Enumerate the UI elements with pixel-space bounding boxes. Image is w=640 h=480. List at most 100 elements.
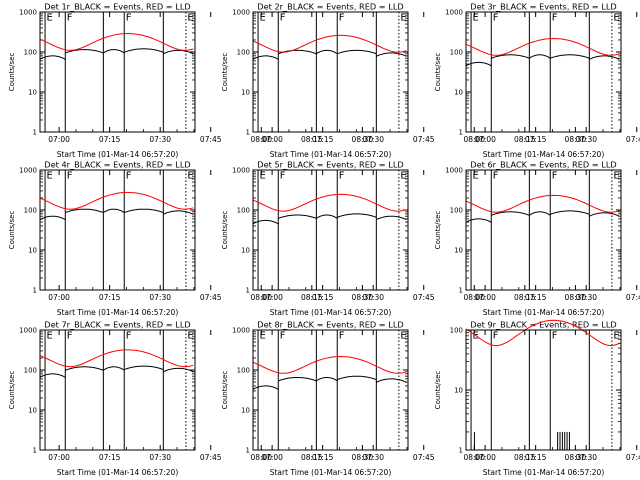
x-tick-label: 08:15 <box>301 135 323 144</box>
events-series-line <box>103 49 125 54</box>
x-tick-label: 08:15 <box>301 293 323 302</box>
x-tick-label: 07:00 <box>474 293 496 302</box>
x-tick-label: 07:15 <box>99 135 121 144</box>
marker-label: E <box>187 13 193 24</box>
x-axis-label: Start Time (01-Mar-14 06:57:20) <box>483 308 605 317</box>
marker-label: E <box>400 13 406 24</box>
y-tick-label: 100 <box>237 207 250 215</box>
events-series-line <box>39 215 66 221</box>
y-tick-label: 100 <box>24 49 37 57</box>
x-tick-label: 08:00 <box>250 453 272 462</box>
x-tick-label: 08:15 <box>514 293 536 302</box>
x-axis-label: Start Time (01-Mar-14 06:57:20) <box>483 150 605 159</box>
y-tick-label: 100 <box>24 207 37 215</box>
plot-frame <box>465 169 622 291</box>
plot-frame <box>39 11 196 133</box>
panel-title: Det 4r_BLACK = Events, RED = LLD <box>44 160 190 170</box>
events-series-line <box>124 208 164 214</box>
lld-series-line <box>465 37 620 56</box>
x-tick-label: 08:30 <box>565 135 587 144</box>
y-tick-label: 1 <box>459 287 463 295</box>
events-series-line <box>124 48 164 53</box>
marker-label: F <box>493 13 499 24</box>
plot-frame <box>252 329 409 451</box>
plot-frame <box>465 329 622 451</box>
events-series-line <box>65 49 104 54</box>
events-series-line <box>65 366 104 371</box>
y-tick-label: 1000 <box>19 327 37 335</box>
panel-det-7: Det 7r_BLACK = Events, RED = LLD Counts/s… <box>8 320 373 478</box>
events-series-line <box>316 49 338 55</box>
x-tick-label: 07:00 <box>48 135 70 144</box>
y-tick-label: 1 <box>33 447 37 455</box>
y-axis-label: Counts/sec <box>434 211 442 250</box>
events-series-line <box>337 213 377 218</box>
x-tick-label: 08:30 <box>352 293 374 302</box>
panel-grid: Det 1r_BLACK = Events, RED = LLD Counts/s… <box>8 2 640 478</box>
events-series-line <box>376 52 407 57</box>
x-tick-label: 08:30 <box>565 453 587 462</box>
marker-label: F <box>552 13 558 24</box>
events-series-line <box>550 54 590 59</box>
x-tick-label: 07:45 <box>413 453 435 462</box>
y-tick-label: 1 <box>246 287 250 295</box>
y-axis-label: Counts/sec <box>221 53 229 92</box>
y-tick-label: 100 <box>450 49 463 57</box>
x-tick-label: 07:30 <box>149 293 171 302</box>
x-tick-label: 07:00 <box>48 453 70 462</box>
x-tick-label: 07:30 <box>575 135 597 144</box>
x-axis-label: Start Time (01-Mar-14 06:57:20) <box>57 468 179 477</box>
x-tick-label: 07:15 <box>99 453 121 462</box>
y-tick-label: 1000 <box>232 167 250 175</box>
marker-label: F <box>493 331 499 342</box>
y-tick-label: 1 <box>246 447 250 455</box>
x-axis-label: Start Time (01-Mar-14 06:57:20) <box>270 308 392 317</box>
y-tick-label: 10 <box>454 387 463 395</box>
marker-label: F <box>126 13 132 24</box>
y-tick-label: 10 <box>241 89 250 97</box>
panel-title: Det 8r_BLACK = Events, RED = LLD <box>257 320 403 330</box>
panel-det-8: Det 8r_BLACK = Events, RED = LLD Counts/s… <box>221 320 586 478</box>
x-tick-label: 07:00 <box>474 135 496 144</box>
x-tick-label: 08:00 <box>250 135 272 144</box>
marker-label: E <box>613 331 619 342</box>
x-tick-label: 07:15 <box>312 293 334 302</box>
y-tick-label: 10 <box>28 89 37 97</box>
marker-label: F <box>67 13 73 24</box>
x-tick-label: 07:15 <box>312 135 334 144</box>
marker-label: F <box>67 331 73 342</box>
y-tick-label: 1 <box>459 447 463 455</box>
lld-series-line <box>252 355 407 374</box>
x-tick-label: 07:30 <box>362 135 384 144</box>
events-series-line <box>65 208 104 214</box>
x-tick-label: 08:00 <box>250 293 272 302</box>
y-tick-label: 1000 <box>19 9 37 17</box>
events-series-line <box>124 365 164 371</box>
x-tick-label: 07:15 <box>99 293 121 302</box>
panel-det-1: Det 1r_BLACK = Events, RED = LLD Counts/s… <box>8 2 373 160</box>
x-tick-label: 07:45 <box>200 453 222 462</box>
lld-series-line <box>39 191 194 210</box>
y-axis-label: Counts/sec <box>8 211 16 250</box>
x-axis-label: Start Time (01-Mar-14 06:57:20) <box>270 468 392 477</box>
panel-title: Det 9r_BLACK = Events, RED = LLD <box>470 320 616 330</box>
y-axis-label: Counts/sec <box>8 53 16 92</box>
marker-label: E <box>187 331 193 342</box>
panel-det-6: Det 6r_BLACK = Events, RED = LLD Counts/s… <box>434 160 640 318</box>
plot-frame <box>252 11 409 133</box>
events-series-line <box>252 219 279 225</box>
x-tick-label: 07:30 <box>575 293 597 302</box>
events-series-line <box>163 367 194 373</box>
y-tick-label: 100 <box>237 49 250 57</box>
marker-label: E <box>613 13 619 24</box>
marker-label: E <box>260 13 266 24</box>
x-tick-label: 08:15 <box>514 135 536 144</box>
x-tick-label: 08:15 <box>301 453 323 462</box>
x-tick-label: 08:15 <box>514 453 536 462</box>
events-series-line <box>163 210 194 215</box>
events-series-line <box>39 373 66 378</box>
marker-label: F <box>493 171 499 182</box>
y-tick-label: 1000 <box>19 167 37 175</box>
marker-label: E <box>187 171 193 182</box>
